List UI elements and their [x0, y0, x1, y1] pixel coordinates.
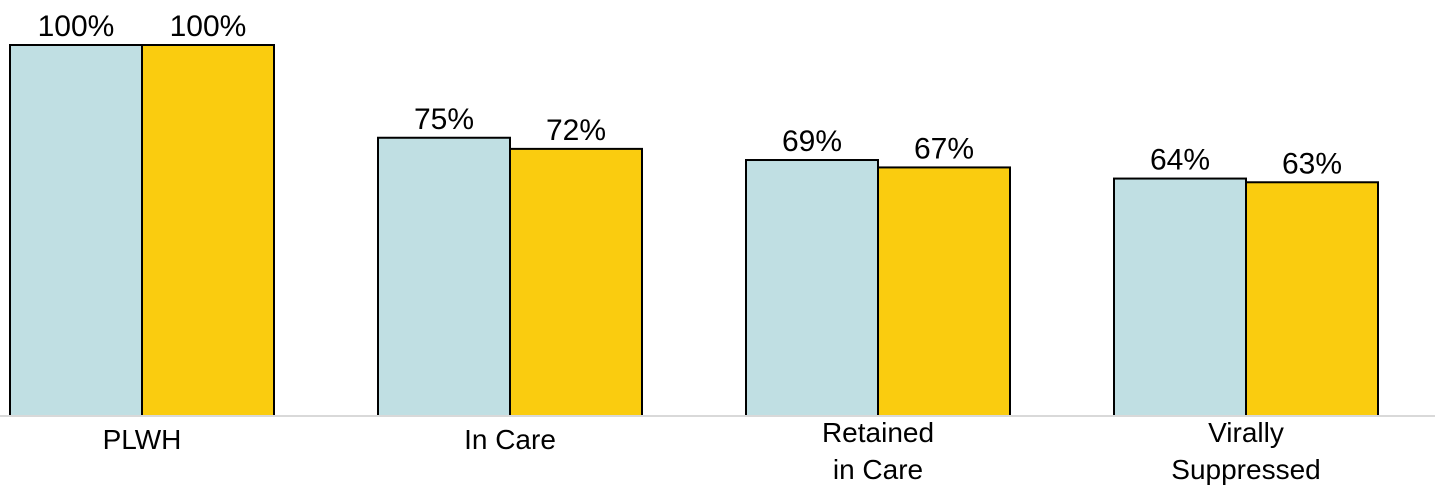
category-label-line: In Care — [464, 424, 556, 455]
bar-1-series-1 — [9, 44, 143, 417]
category-label-3: Retained in Care — [822, 417, 934, 485]
data-label-2-series-1: 75% — [414, 103, 474, 136]
category-label-line: PLWH — [103, 424, 182, 455]
category-label-1: PLWH — [103, 424, 182, 455]
data-label-4-series-1: 64% — [1150, 144, 1210, 177]
data-label-3-series-1: 69% — [782, 125, 842, 158]
category-label-4: Virally Suppressed — [1171, 417, 1320, 485]
bar-2-series-1 — [377, 136, 511, 417]
category-label-line: in Care — [833, 454, 923, 485]
bar-4-series-2 — [1245, 181, 1379, 417]
data-labels-layer: 100% 100% 75% 72% 69% 67% 64% 63% — [38, 10, 1342, 180]
category-label-line: Retained — [822, 417, 934, 448]
category-labels-layer: PLWH In Care Retained in Care Virally Suppres… — [103, 417, 1321, 485]
category-label-2: In Care — [464, 424, 556, 455]
data-label-3-series-2: 67% — [914, 132, 974, 165]
bar-3-series-2 — [877, 166, 1011, 417]
category-label-line: Virally — [1208, 417, 1284, 448]
bar-3-series-1 — [745, 159, 879, 417]
data-label-1-series-1: 100% — [38, 10, 115, 43]
category-label-line: Suppressed — [1171, 454, 1320, 485]
bar-1-series-2 — [141, 44, 275, 417]
data-label-1-series-2: 100% — [170, 10, 247, 43]
bar-2-series-2 — [509, 147, 643, 417]
bars-layer — [9, 44, 1379, 417]
data-label-2-series-2: 72% — [546, 114, 606, 147]
data-label-4-series-2: 63% — [1282, 147, 1342, 180]
bar-4-series-1 — [1113, 177, 1247, 417]
